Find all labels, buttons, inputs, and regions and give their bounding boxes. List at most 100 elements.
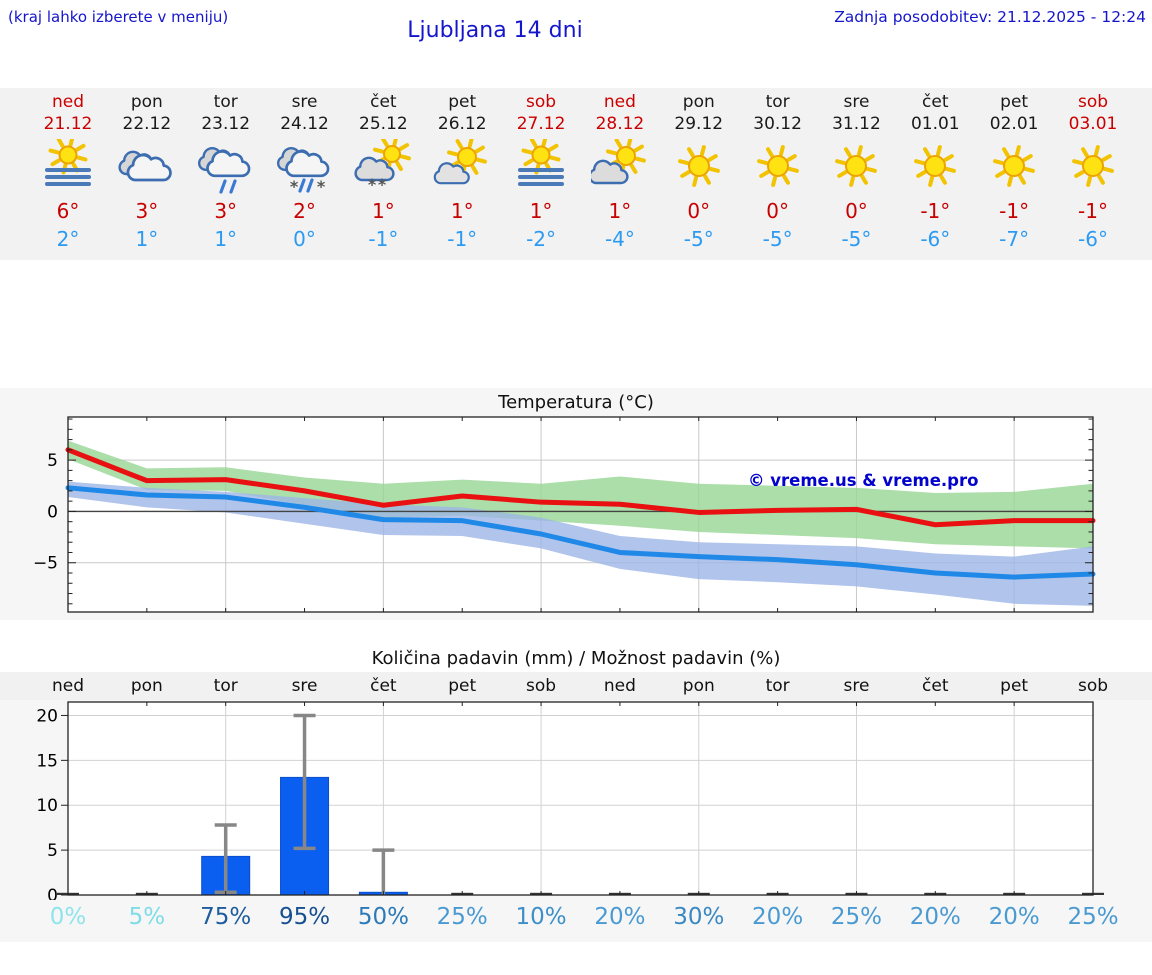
y-axis-tick-label: 20 bbox=[36, 706, 58, 726]
low-temp: -5° bbox=[762, 227, 793, 251]
precip-day-label: pet bbox=[1000, 676, 1029, 696]
precip-day-label: sob bbox=[526, 676, 557, 696]
weather-icon-sun-fog bbox=[501, 138, 581, 196]
error-bar bbox=[372, 848, 395, 895]
forecast-day-column: čet 01.01 -1° -6° bbox=[895, 88, 975, 252]
day-name: sre bbox=[843, 92, 870, 112]
min-temp-line bbox=[65, 485, 1096, 580]
forecast-day-column: sre 24.12 * * 2° 0° bbox=[265, 88, 345, 252]
weather-icon-sunny bbox=[974, 138, 1054, 196]
high-temp: 3° bbox=[135, 199, 159, 223]
precip-day-label: sre bbox=[843, 676, 870, 696]
low-temp: -6° bbox=[1078, 227, 1108, 251]
precip-probability-label: 75% bbox=[200, 904, 252, 930]
y-axis-tick-label: 10 bbox=[36, 796, 58, 816]
day-name: pon bbox=[682, 92, 715, 112]
high-temp: 3° bbox=[214, 199, 238, 223]
forecast-day-column: pon 22.12 3° 1° bbox=[107, 88, 187, 252]
day-name: tor bbox=[765, 92, 790, 112]
precip-day-label: ned bbox=[603, 676, 636, 696]
low-temp: -2° bbox=[526, 227, 557, 251]
page-title: Ljubljana 14 dni bbox=[407, 18, 583, 43]
day-date: 31.12 bbox=[832, 114, 881, 134]
high-temp: -1° bbox=[999, 199, 1030, 223]
y-axis-tick-label: 0 bbox=[47, 886, 58, 900]
high-temp: 0° bbox=[766, 199, 789, 223]
precip-probability-label: 20% bbox=[909, 904, 961, 930]
watermark: © vreme.us & vreme.pro bbox=[748, 471, 978, 490]
day-date: 22.12 bbox=[122, 114, 172, 134]
day-date: 24.12 bbox=[280, 114, 329, 134]
day-name: pet bbox=[448, 92, 477, 112]
low-temp: -4° bbox=[604, 227, 635, 251]
precip-probability-label: 30% bbox=[673, 904, 725, 930]
forecast-day-column: tor 23.12 3° 1° bbox=[186, 88, 266, 252]
low-temp: -5° bbox=[841, 227, 872, 251]
forecast-day-column: ned 28.12 1° -4° bbox=[580, 88, 660, 252]
forecast-day-column: sob 27.12 1° -2° bbox=[501, 88, 581, 252]
y-axis-tick-label: −5 bbox=[33, 554, 58, 574]
temperature-chart: 5 0 −5 © vreme.us & vreme.pro bbox=[0, 416, 1152, 620]
high-temp: 6° bbox=[56, 199, 80, 223]
low-temp: -5° bbox=[683, 227, 714, 251]
day-date: 02.01 bbox=[989, 114, 1039, 134]
day-name: sre bbox=[291, 92, 318, 112]
day-date: 21.12 bbox=[43, 114, 93, 134]
precip-probability-label: 50% bbox=[357, 904, 409, 930]
high-temp: 1° bbox=[529, 199, 553, 223]
day-name: čet bbox=[370, 92, 397, 112]
low-temp: -1° bbox=[447, 227, 478, 251]
menu-hint-text: (kraj lahko izberete v meniju) bbox=[8, 8, 229, 26]
weather-icon-sun-cloud bbox=[580, 138, 660, 196]
day-date: 23.12 bbox=[201, 114, 251, 134]
weather-icon-cloudy bbox=[107, 138, 187, 196]
forecast-strip: ned 21.12 6° 2° pon 22.12 3° 1° tor 23.12 3° 1° sre 2… bbox=[0, 88, 1152, 260]
precip-day-label: pon bbox=[682, 676, 715, 696]
max-range-band bbox=[68, 440, 1093, 549]
weather-icon-sunny bbox=[895, 138, 975, 196]
error-bar bbox=[293, 713, 316, 851]
weather-icon-sleet: * * bbox=[265, 138, 345, 196]
weather-icon-sunny bbox=[738, 138, 818, 196]
svg-text:*: * bbox=[378, 175, 387, 194]
precip-probability-label: 10% bbox=[515, 904, 567, 930]
precipitation-chart: 0 5 10 15 20 bbox=[0, 700, 1152, 900]
high-temp: 1° bbox=[450, 199, 474, 223]
low-temp: -6° bbox=[920, 227, 951, 251]
last-update-text: Zadnja posodobitev: 21.12.2025 - 12:24 bbox=[834, 8, 1146, 26]
high-temp: 0° bbox=[845, 199, 868, 223]
day-name: sob bbox=[1077, 92, 1109, 112]
precip-probability-label: 20% bbox=[988, 904, 1040, 930]
y-axis-tick-label: 0 bbox=[47, 502, 58, 522]
y-axis-tick-label: 5 bbox=[47, 841, 58, 861]
low-temp: 0° bbox=[293, 227, 316, 251]
precipitation-day-labels: ned pon tor sre čet pet sob ned pon tor sre čet pet s… bbox=[0, 672, 1152, 700]
precip-day-label: pet bbox=[448, 676, 477, 696]
weather-icon-snow-sun: * * bbox=[343, 138, 423, 196]
low-temp: 2° bbox=[56, 227, 80, 251]
day-date: 26.12 bbox=[437, 114, 487, 134]
day-date: 03.01 bbox=[1068, 114, 1118, 134]
low-temp: 1° bbox=[135, 227, 159, 251]
high-temp: 1° bbox=[608, 199, 632, 223]
forecast-day-column: pet 26.12 1° -1° bbox=[422, 88, 502, 252]
y-axis-tick-label: 15 bbox=[36, 751, 58, 771]
day-date: 01.01 bbox=[910, 114, 960, 134]
day-name: ned bbox=[603, 92, 636, 112]
day-name: sob bbox=[526, 92, 557, 112]
day-name: čet bbox=[922, 92, 949, 112]
day-name: pet bbox=[1000, 92, 1029, 112]
weather-icon-sun-fog bbox=[28, 138, 108, 196]
high-temp: 2° bbox=[293, 199, 316, 223]
forecast-day-column: sre 31.12 0° -5° bbox=[816, 88, 896, 252]
svg-text:*: * bbox=[368, 175, 377, 194]
precipitation-chart-title: Količina padavin (mm) / Možnost padavin … bbox=[0, 645, 1152, 672]
precip-day-label: ned bbox=[51, 676, 85, 696]
precip-day-label: tor bbox=[213, 676, 238, 696]
precip-day-label: čet bbox=[922, 676, 949, 696]
precip-probability-label: 20% bbox=[752, 904, 804, 930]
day-date: 27.12 bbox=[516, 114, 566, 134]
precip-probability-label: 20% bbox=[594, 904, 646, 930]
day-date: 25.12 bbox=[359, 114, 408, 134]
